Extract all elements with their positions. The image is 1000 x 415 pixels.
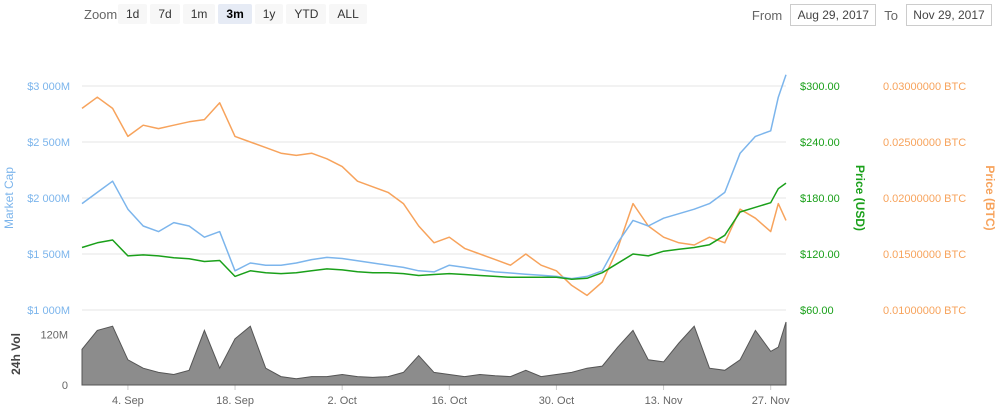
x-tick-label: 30. Oct xyxy=(539,395,574,407)
zoom-1d-button[interactable]: 1d xyxy=(118,4,148,24)
price-usd-tick-label: $300.00 xyxy=(800,81,840,93)
market-cap-tick-label: $2 000M xyxy=(27,193,70,205)
zoom-label: Zoom xyxy=(84,7,118,22)
date-range: From Aug 29, 2017 To Nov 29, 2017 xyxy=(752,4,992,26)
price-usd-axis-label: Price (USD) xyxy=(853,165,867,231)
market-cap-tick-label: $2 500M xyxy=(27,137,70,149)
price-btc-axis-label: Price (BTC) xyxy=(983,165,997,230)
price-btc-line xyxy=(81,96,787,297)
market-cap-tick-label: $3 000M xyxy=(27,81,70,93)
market-cap-axis-label: Market Cap xyxy=(2,167,16,229)
market-cap-tick-label: $1 000M xyxy=(27,305,70,317)
volume-tick-label: 120M xyxy=(40,330,68,342)
zoom-3m-button[interactable]: 3m xyxy=(218,4,252,24)
zoom-all-button[interactable]: ALL xyxy=(329,4,367,24)
price-btc-tick-label: 0.01500000 BTC xyxy=(883,249,966,261)
price-btc-tick-label: 0.03000000 BTC xyxy=(883,81,966,93)
volume-tick-label: 0 xyxy=(62,380,68,392)
volume-area xyxy=(81,321,787,386)
from-label: From xyxy=(751,7,783,23)
zoom-7d-button[interactable]: 7d xyxy=(150,4,180,24)
x-tick-label: 2. Oct xyxy=(328,395,357,407)
price-btc-tick-label: 0.02000000 BTC xyxy=(883,193,966,205)
to-label: To xyxy=(884,7,898,23)
price-usd-tick-label: $120.00 xyxy=(800,249,840,261)
price-usd-line xyxy=(81,182,787,280)
zoom-1m-button[interactable]: 1m xyxy=(182,4,216,24)
zoom-ytd-button[interactable]: YTD xyxy=(286,4,327,24)
zoom-button-group: 1d 7d 1m 3m 1y YTD ALL xyxy=(118,4,367,24)
x-tick-label: 18. Sep xyxy=(216,395,254,407)
chart-toolbar: Zoom 1d 7d 1m 3m 1y YTD ALL From Aug 29,… xyxy=(0,0,1000,30)
x-tick-label: 27. Nov xyxy=(752,395,790,407)
market-cap-line xyxy=(81,74,787,280)
x-tick-label: 16. Oct xyxy=(432,395,467,407)
zoom-1y-button[interactable]: 1y xyxy=(254,4,284,24)
price-btc-tick-label: 0.01000000 BTC xyxy=(883,305,966,317)
price-usd-tick-label: $180.00 xyxy=(800,193,840,205)
x-tick-label: 13. Nov xyxy=(645,395,683,407)
price-usd-tick-label: $60.00 xyxy=(800,305,834,317)
to-date-input[interactable]: Nov 29, 2017 xyxy=(906,4,992,26)
from-date-input[interactable]: Aug 29, 2017 xyxy=(790,4,877,26)
x-tick-label: 4. Sep xyxy=(112,395,144,407)
price-usd-tick-label: $240.00 xyxy=(800,137,840,149)
market-cap-tick-label: $1 500M xyxy=(27,249,70,261)
volume-axis-label: 24h Vol xyxy=(9,333,23,375)
price-btc-tick-label: 0.02500000 BTC xyxy=(883,137,966,149)
